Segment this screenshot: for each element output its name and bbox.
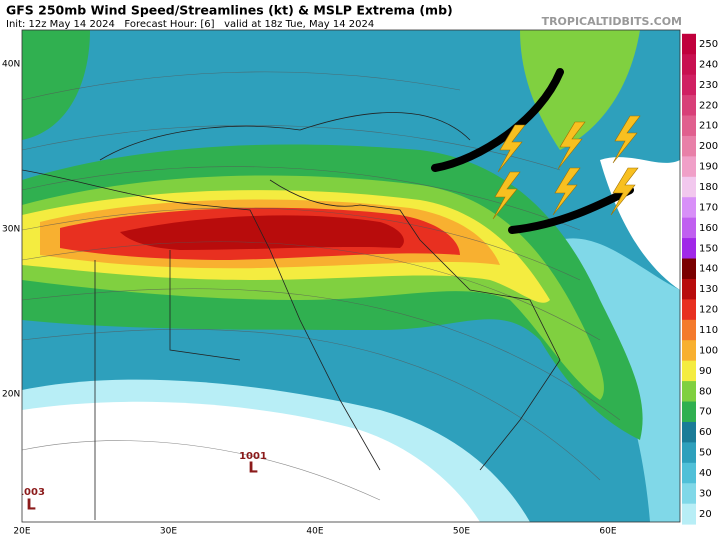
colorbar-swatch (682, 135, 696, 157)
colorbar-swatch (682, 340, 696, 362)
colorbar-swatch (682, 278, 696, 300)
colorbar-swatch (682, 238, 696, 260)
colorbar-swatch (682, 95, 696, 117)
colorbar-swatch (682, 299, 696, 321)
lon-label: 40E (306, 527, 323, 537)
colorbar-label: 120 (699, 305, 718, 316)
map: 1001 L 1003 L (17, 30, 680, 522)
colorbar-label: 240 (699, 59, 718, 70)
colorbar-label: 140 (699, 264, 718, 275)
colorbar-label: 210 (699, 121, 718, 132)
lat-labels: 40N 30N 20N (2, 60, 20, 400)
colorbar-swatch (682, 381, 696, 403)
colorbar-label: 20 (699, 509, 712, 520)
colorbar-label: 50 (699, 448, 712, 459)
lon-label: 20E (13, 527, 30, 537)
colorbar-label: 160 (699, 223, 718, 234)
colorbar-swatch (682, 74, 696, 96)
colorbar-swatch (682, 503, 696, 525)
colorbar-label: 90 (699, 366, 712, 377)
colorbar-swatch (682, 258, 696, 280)
colorbar: 250 240 230 220 210 200 190 180 170 160 150 140 130 1… (682, 33, 718, 525)
lon-label: 30E (160, 527, 177, 537)
lon-label: 60E (599, 527, 616, 537)
colorbar-swatch (682, 401, 696, 423)
low-symbol: L (248, 459, 258, 477)
lat-label: 20N (2, 390, 20, 400)
colorbar-label: 180 (699, 182, 718, 193)
colorbar-label: 100 (699, 345, 718, 356)
colorbar-swatch (682, 197, 696, 219)
low-symbol: L (26, 496, 36, 514)
lightning-icons (492, 115, 641, 220)
map-frame (21, 29, 681, 523)
colorbar-label: 130 (699, 284, 718, 295)
colorbar-label: 30 (699, 488, 712, 499)
colorbar-swatch (682, 462, 696, 484)
colorbar-label: 220 (699, 100, 718, 111)
colorbar-label: 80 (699, 386, 712, 397)
colorbar-label: 170 (699, 202, 718, 213)
colorbar-label: 200 (699, 141, 718, 152)
colorbar-swatch (682, 54, 696, 76)
colorbar-swatch (682, 442, 696, 464)
colorbar-swatch (682, 156, 696, 178)
colorbar-swatch (682, 217, 696, 239)
low-pressure: 1003 (17, 487, 45, 498)
low-pressure: 1001 (239, 451, 267, 462)
title: GFS 250mb Wind Speed/Streamlines (kt) & … (6, 3, 453, 18)
colorbar-label: 110 (699, 325, 718, 336)
colorbar-label: 250 (699, 39, 718, 50)
colorbar-label: 230 (699, 80, 718, 91)
lon-label: 50E (453, 527, 470, 537)
colorbar-label: 70 (699, 407, 712, 418)
colorbar-label: 190 (699, 162, 718, 173)
coastlines (22, 112, 561, 520)
colorbar-swatch (682, 421, 696, 443)
subtitle: Init: 12z May 14 2024 Forecast Hour: [6]… (6, 19, 374, 30)
lat-label: 30N (2, 225, 20, 235)
colorbar-swatch (682, 360, 696, 382)
credit: TROPICALTIDBITS.COM (542, 15, 682, 28)
colorbar-label: 60 (699, 427, 712, 438)
colorbar-swatch (682, 176, 696, 198)
colorbar-swatch (682, 115, 696, 137)
lon-labels: 20E 30E 40E 50E 60E (13, 527, 616, 537)
colorbar-label: 40 (699, 468, 712, 479)
colorbar-swatch (682, 483, 696, 505)
lat-label: 40N (2, 60, 20, 70)
colorbar-swatch (682, 319, 696, 341)
colorbar-label: 150 (699, 243, 718, 254)
streamlines (22, 71, 621, 501)
colorbar-swatch (682, 33, 696, 55)
